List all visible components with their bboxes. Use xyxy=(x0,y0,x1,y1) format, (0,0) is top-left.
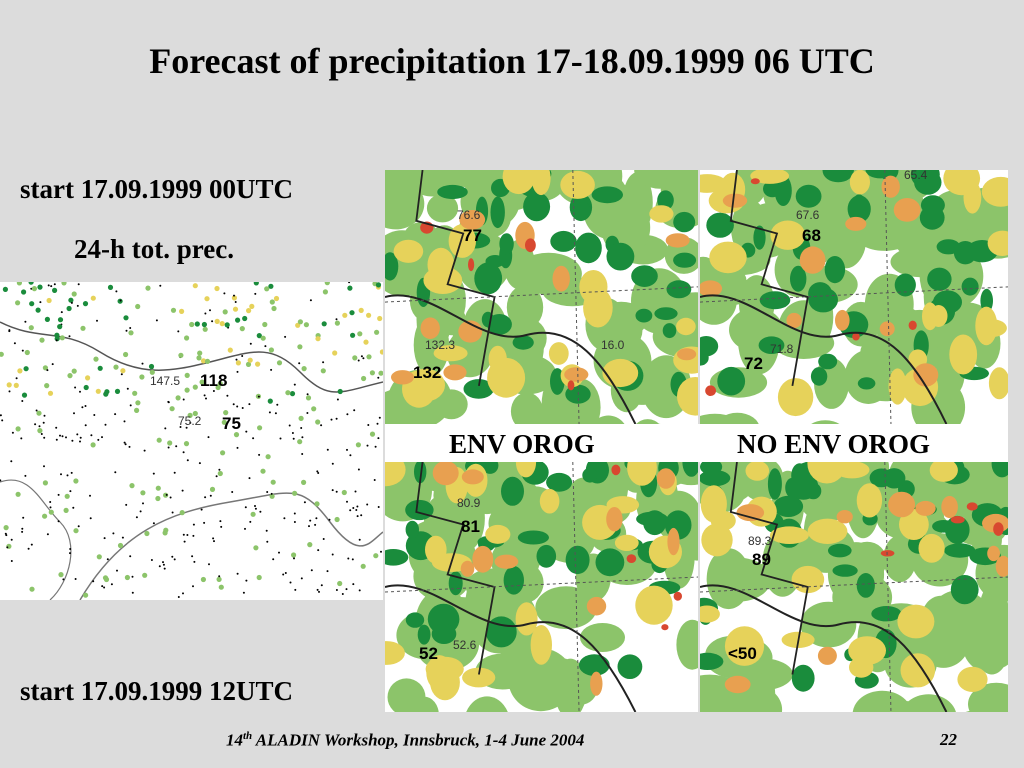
panel-value-1: 89 xyxy=(752,550,771,569)
footer-superscript: th xyxy=(243,730,253,742)
column-label-no-env-orog: NO ENV OROG xyxy=(737,429,931,459)
obs-station-value-1: 118 xyxy=(200,371,228,390)
panel-small-1: 80.9 xyxy=(457,496,481,510)
panel-value-1: 81 xyxy=(461,517,480,536)
start-time-top-label: start 17.09.1999 00UTC xyxy=(20,174,293,204)
footer-text: ALADIN Workshop, Innsbruck, 1-4 June 200… xyxy=(252,730,585,750)
panel-value-2: 132 xyxy=(413,363,442,382)
forecast-panel-top-right: 67.6 68 71.8 72 65.4 xyxy=(700,170,1008,424)
forecast-panel-bottom-left: 80.9 81 52.6 52 xyxy=(385,462,698,712)
panel-small-2: 52.6 xyxy=(453,638,477,652)
panel-small-2: 132.3 xyxy=(425,338,456,352)
panel-value-1: 68 xyxy=(802,226,821,245)
obs-station-small-1: 147.5 xyxy=(150,374,181,388)
observation-map: 147.5 118 75.2 75 xyxy=(0,282,383,600)
panel-small-1: 89.3 xyxy=(748,534,772,548)
panel-small-1: 67.6 xyxy=(796,208,820,222)
panel-small-1: 76.6 xyxy=(457,208,481,222)
panel-value-2: 52 xyxy=(419,644,438,663)
slide-title: Forecast of precipitation 17-18.09.1999 … xyxy=(149,41,875,81)
column-label-strip: ENV OROG NO ENV OROG xyxy=(385,424,1008,462)
panel-value-1: 77 xyxy=(463,226,482,245)
obs-station-value-2: 75 xyxy=(222,414,241,433)
panel-value-2: <50 xyxy=(728,644,757,663)
column-label-env-orog: ENV OROG xyxy=(449,429,595,459)
obs-station-small-2: 75.2 xyxy=(178,414,202,428)
forecast-panel-top-left: 76.6 77 132.3 132 16.0 xyxy=(385,170,698,424)
start-time-bottom-label: start 17.09.1999 12UTC xyxy=(20,676,293,706)
forecast-panel-bottom-right: 89.3 89 <50 xyxy=(700,462,1008,712)
panel-extra-value: 16.0 xyxy=(601,338,625,352)
page-number: 22 xyxy=(940,730,957,749)
accumulation-label: 24-h tot. prec. xyxy=(74,234,234,264)
footer-number: 14 xyxy=(226,730,243,750)
panel-small-2: 71.8 xyxy=(770,342,794,356)
panel-value-2: 72 xyxy=(744,354,763,373)
footer-workshop: 14th ALADIN Workshop, Innsbruck, 1-4 Jun… xyxy=(226,730,584,751)
panel-extra-value: 65.4 xyxy=(904,170,928,182)
